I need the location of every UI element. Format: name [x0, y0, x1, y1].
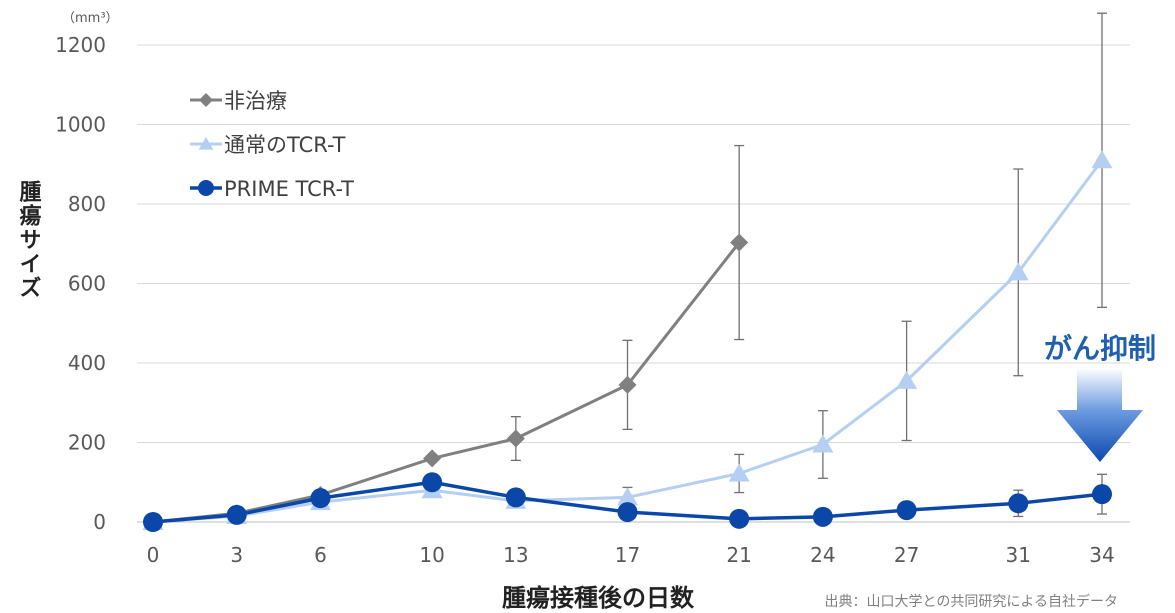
data-point: [1091, 150, 1113, 169]
y-tick-labels: 0 200 400 600 800 1000 1200: [55, 33, 106, 534]
y-tick-label: 400: [68, 351, 106, 375]
x-tick-labels: 0 3 6 10 13 17 21 24 27 31 34: [147, 543, 1115, 567]
data-point: [1008, 493, 1029, 514]
data-point: [198, 180, 214, 196]
data-point: [896, 500, 917, 521]
legend-item: 非治療: [190, 89, 287, 113]
x-tick-label: 34: [1089, 543, 1114, 567]
x-tick-label: 17: [615, 543, 640, 567]
gridlines: [137, 44, 1130, 523]
y-tick-label: 200: [68, 431, 106, 455]
x-tick-label: 24: [810, 543, 835, 567]
legend-item: 通常のTCR-T: [190, 133, 346, 157]
x-tick-label: 27: [894, 543, 919, 567]
x-tick-label: 13: [503, 543, 528, 567]
data-point: [310, 488, 331, 509]
data-point: [617, 487, 638, 506]
data-point: [728, 463, 750, 482]
data-point: [198, 137, 214, 150]
data-point: [730, 233, 749, 252]
down-arrow-icon: [1057, 368, 1143, 462]
x-tick-label: 6: [314, 543, 327, 567]
legend-label: PRIME TCR-T: [224, 177, 354, 201]
data-point: [1092, 484, 1112, 505]
x-tick-label: 3: [230, 543, 243, 567]
data-point: [226, 504, 247, 525]
y-tick-label: 1200: [55, 33, 106, 57]
data-point: [422, 472, 443, 493]
data-point: [812, 434, 834, 453]
x-tick-label: 21: [726, 543, 751, 567]
legend-label: 通常のTCR-T: [224, 133, 346, 157]
data-point: [618, 375, 637, 394]
suppression-callout: がん抑制: [1044, 332, 1156, 365]
y-tick-label: 1000: [55, 113, 106, 137]
y-tick-label: 800: [68, 192, 106, 216]
data-point: [729, 508, 750, 529]
data-point: [617, 502, 638, 523]
legend-item: PRIME TCR-T: [190, 177, 354, 201]
series-line: [152, 241, 741, 524]
data-point: [423, 449, 442, 468]
y-tick-label: 600: [68, 272, 106, 296]
x-tick-label: 10: [419, 543, 444, 567]
data-point: [812, 506, 833, 527]
data-point: [506, 429, 525, 448]
data-point: [199, 93, 213, 107]
data-point: [505, 487, 526, 508]
data-point: [143, 512, 163, 532]
y-tick-label: 0: [93, 510, 106, 534]
series-markers: [142, 150, 1113, 532]
legend-label: 非治療: [224, 89, 287, 113]
data-point: [896, 370, 918, 389]
x-tick-label: 0: [147, 543, 160, 567]
y-axis-label: 腫瘍サイズ: [16, 180, 42, 300]
data-point: [1007, 262, 1029, 281]
y-unit-label: （mm³）: [62, 11, 119, 26]
source-note: 出典：山口大学との共同研究による自社データ: [825, 593, 1118, 610]
x-axis-label: 腫瘍接種後の日数: [502, 584, 695, 612]
x-tick-label: 31: [1006, 543, 1031, 567]
